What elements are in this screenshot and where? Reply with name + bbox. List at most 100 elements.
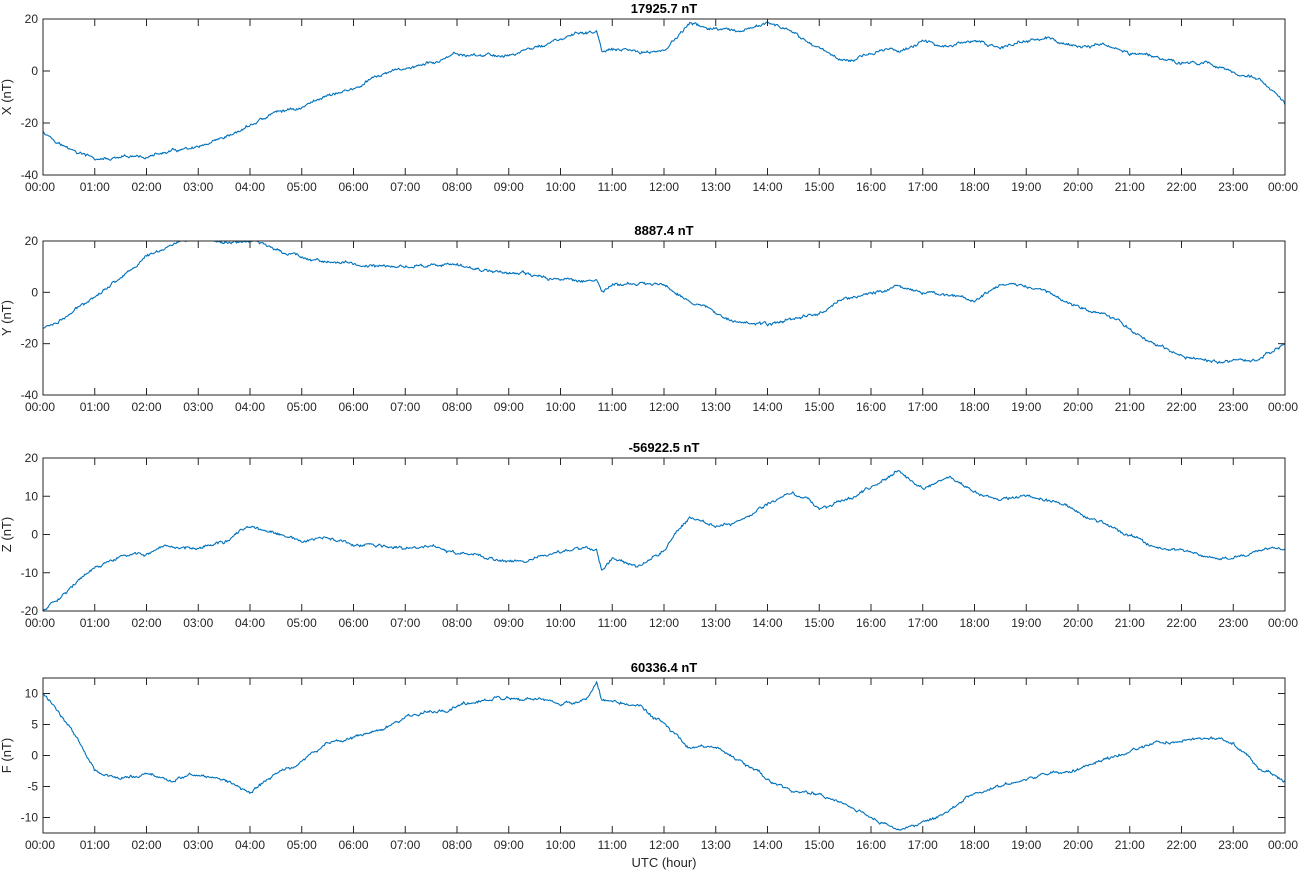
chart-title: 60336.4 nT bbox=[631, 660, 698, 675]
y-tick-label: 20 bbox=[25, 12, 39, 26]
y-tick-label: 10 bbox=[25, 687, 39, 701]
x-tick-label: 03:00 bbox=[183, 180, 213, 194]
x-tick-label: 19:00 bbox=[1011, 616, 1041, 630]
x-tick-label: 20:00 bbox=[1063, 180, 1093, 194]
x-tick-label: 10:00 bbox=[545, 616, 575, 630]
x-tick-label: 23:00 bbox=[1218, 838, 1248, 852]
axes-box bbox=[42, 18, 1286, 176]
x-tick-label: 04:00 bbox=[235, 616, 265, 630]
x-tick-label: 05:00 bbox=[287, 400, 317, 414]
x-tick-label: 22:00 bbox=[1166, 400, 1196, 414]
x-tick-label: 15:00 bbox=[804, 400, 834, 414]
data-series-line bbox=[42, 470, 1286, 612]
x-tick-label: 22:00 bbox=[1166, 180, 1196, 194]
x-tick-label: 23:00 bbox=[1218, 616, 1248, 630]
x-tick-label: 17:00 bbox=[908, 180, 938, 194]
x-tick-label: 21:00 bbox=[1115, 400, 1145, 414]
data-series-line bbox=[42, 240, 1286, 364]
x-tick-label: 21:00 bbox=[1115, 838, 1145, 852]
chart-panel-4: 60336.4 nT F (nT) UTC (hour) -10 -5 0 5 10 00:00… bbox=[0, 660, 1298, 870]
axes-box bbox=[42, 677, 1286, 834]
x-tick-label: 06:00 bbox=[338, 838, 368, 852]
x-tick-label: 10:00 bbox=[545, 838, 575, 852]
x-tick-label: 20:00 bbox=[1063, 616, 1093, 630]
x-tick-label: 15:00 bbox=[804, 838, 834, 852]
x-tick-label: 08:00 bbox=[442, 838, 472, 852]
x-tick-label: 01:00 bbox=[80, 400, 110, 414]
x-tick-label: 13:00 bbox=[701, 838, 731, 852]
x-tick-label: 00:00 bbox=[1268, 838, 1298, 852]
x-tick-label: 18:00 bbox=[959, 400, 989, 414]
x-tick-label: 05:00 bbox=[287, 180, 317, 194]
x-tick-label: 12:00 bbox=[649, 616, 679, 630]
x-tick-label: 07:00 bbox=[390, 616, 420, 630]
y-tick-label: 20 bbox=[25, 451, 39, 465]
x-tick-label: 03:00 bbox=[183, 838, 213, 852]
x-tick-label: 12:00 bbox=[649, 180, 679, 194]
x-tick-label: 13:00 bbox=[701, 400, 731, 414]
x-tick-label: 16:00 bbox=[856, 616, 886, 630]
x-tick-label: 00:00 bbox=[1268, 616, 1298, 630]
axes-box bbox=[42, 457, 1286, 612]
x-tick-label: 02:00 bbox=[131, 400, 161, 414]
x-tick-label: 02:00 bbox=[131, 838, 161, 852]
x-tick-label: 09:00 bbox=[494, 838, 524, 852]
x-tick-label: 09:00 bbox=[494, 180, 524, 194]
y-tick-label: 0 bbox=[31, 749, 38, 763]
data-series-line bbox=[42, 681, 1286, 831]
x-tick-label: 06:00 bbox=[338, 616, 368, 630]
x-tick-label: 19:00 bbox=[1011, 180, 1041, 194]
x-tick-label: 23:00 bbox=[1218, 400, 1248, 414]
x-tick-label: 04:00 bbox=[235, 400, 265, 414]
x-tick-label: 12:00 bbox=[649, 400, 679, 414]
y-axis-label: F (nT) bbox=[0, 738, 14, 773]
y-tick-label: -20 bbox=[21, 604, 39, 618]
x-tick-label: 19:00 bbox=[1011, 838, 1041, 852]
x-tick-label: 14:00 bbox=[752, 180, 782, 194]
x-tick-label: 00:00 bbox=[1268, 400, 1298, 414]
x-tick-label: 15:00 bbox=[804, 180, 834, 194]
x-tick-label: 11:00 bbox=[598, 616, 627, 630]
x-tick-label: 12:00 bbox=[649, 838, 679, 852]
x-tick-label: 04:00 bbox=[235, 838, 265, 852]
data-series-line bbox=[42, 21, 1286, 161]
y-tick-label: -20 bbox=[21, 337, 39, 351]
y-tick-label: 0 bbox=[31, 528, 38, 542]
x-tick-label: 16:00 bbox=[856, 838, 886, 852]
y-tick-label: 10 bbox=[25, 489, 39, 503]
x-tick-label: 03:00 bbox=[183, 616, 213, 630]
x-tick-label: 00:00 bbox=[25, 400, 55, 414]
x-tick-label: 18:00 bbox=[959, 838, 989, 852]
x-tick-label: 06:00 bbox=[338, 180, 368, 194]
x-tick-label: 02:00 bbox=[131, 616, 161, 630]
x-tick-label: 16:00 bbox=[856, 180, 886, 194]
x-tick-label: 07:00 bbox=[390, 180, 420, 194]
y-tick-label: -10 bbox=[21, 566, 39, 580]
x-tick-label: 08:00 bbox=[442, 616, 472, 630]
x-tick-label: 14:00 bbox=[752, 838, 782, 852]
x-tick-label: 17:00 bbox=[908, 400, 938, 414]
x-tick-label: 14:00 bbox=[752, 400, 782, 414]
x-tick-label: 22:00 bbox=[1166, 838, 1196, 852]
x-tick-label: 00:00 bbox=[1268, 180, 1298, 194]
x-tick-label: 01:00 bbox=[80, 838, 110, 852]
y-tick-label: -10 bbox=[21, 811, 39, 825]
y-tick-label: 0 bbox=[31, 285, 38, 299]
chart-panel-3: -56922.5 nT Z (nT) -20 -10 0 10 20 00:00 01:00 02… bbox=[0, 440, 1298, 630]
x-tick-label: 20:00 bbox=[1063, 838, 1093, 852]
x-tick-label: 10:00 bbox=[545, 180, 575, 194]
y-tick-label: -5 bbox=[27, 780, 38, 794]
x-tick-label: 09:00 bbox=[494, 400, 524, 414]
x-tick-label: 20:00 bbox=[1063, 400, 1093, 414]
x-tick-label: 09:00 bbox=[494, 616, 524, 630]
x-tick-label: 21:00 bbox=[1115, 616, 1145, 630]
x-tick-label: 06:00 bbox=[338, 400, 368, 414]
x-tick-label: 10:00 bbox=[545, 400, 575, 414]
x-axis-label: UTC (hour) bbox=[631, 855, 696, 870]
x-tick-label: 16:00 bbox=[856, 400, 886, 414]
x-tick-label: 17:00 bbox=[908, 838, 938, 852]
x-tick-label: 08:00 bbox=[442, 180, 472, 194]
y-tick-label: 20 bbox=[25, 234, 39, 248]
x-tick-label: 22:00 bbox=[1166, 616, 1196, 630]
